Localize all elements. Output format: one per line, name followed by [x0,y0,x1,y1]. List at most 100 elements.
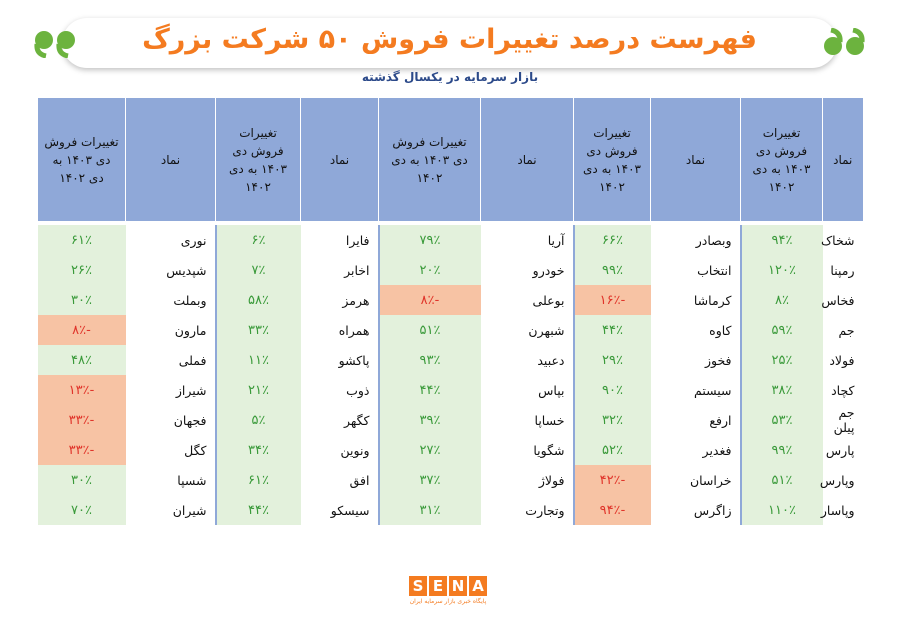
change-cell: ۹۰٪ [572,375,651,405]
change-cell: ۵۱٪ [377,315,481,345]
change-cell: -۸٪ [37,315,126,345]
change-cell: ۶۱٪ [214,465,301,495]
change-cell: ۳۰٪ [37,285,126,315]
symbol-cell: شیراز [175,382,207,398]
symbol-cell: وبملت [173,292,207,308]
change-cell: ۴۸٪ [37,345,126,375]
symbol-cell: کچاد [831,382,855,398]
change-cell: ۳۰٪ [37,465,126,495]
change-cell: ۱۱٪ [214,345,301,375]
change-cell: ۵٪ [214,405,301,435]
change-cell: -۳۳٪ [37,435,126,465]
symbol-cell: خراسان [689,472,732,488]
symbol-cell: خساپا [534,412,565,428]
title: فهرست درصد تغییرات فروش ۵۰ شرکت بزرگ [142,24,757,55]
change-cell: -۱۶٪ [572,285,651,315]
table-row: پارس ۹۹٪ فغدیر ۵۲٪ شگویا ۲۷٪ ونوین ۳۴٪ کگل -۳۳٪ [37,435,863,465]
table-row: وپارس ۵۱٪ خراسان -۴۲٪ فولاژ ۳۷٪ افق ۶۱٪ شسپا ۳۰٪ [37,465,863,495]
symbol-cell: فملی [178,352,207,368]
change-cell: -۴۲٪ [572,465,651,495]
symbol-cell: کاوه [709,322,732,338]
symbol-cell: فخاس [821,292,855,308]
change-cell: ۱۱۰٪ [739,495,823,525]
symbol-header: نماد [125,98,216,221]
symbol-cell: شگویا [533,442,565,458]
symbol-cell: فخوز [704,352,732,368]
change-header: تغییرات فروش دی ۱۴۰۳ به دی ۱۴۰۲ [37,98,126,221]
symbol-cell: شیران [172,502,207,518]
symbol-cell: اخابر [344,262,370,278]
symbol-cell: ذوب [346,382,370,398]
symbol-cell: فغدیر [702,442,732,458]
change-cell: ۴۴٪ [377,375,481,405]
change-cell: ۷۰٪ [37,495,126,525]
change-cell: ۳۷٪ [377,465,481,495]
symbol-cell: سیستم [694,382,732,398]
header-row: نماد تغییرات فروش دی ۱۴۰۳ به دی ۱۴۰۲ نماد ت… [37,98,863,221]
logo-letter: A [469,576,487,596]
table-row: جم پیلن ۵۳٪ ارفع ۳۲٪ خساپا ۳۹٪ کگهر ۵٪ فجهان -۳۳٪ [37,405,863,435]
change-header: تغییرات فروش دی ۱۴۰۳ به دی ۱۴۰۲ [740,98,823,221]
symbol-cell: افق [349,472,370,488]
symbol-cell: کرماشا [693,292,732,308]
change-cell: ۳۸٪ [739,375,823,405]
change-cell: ۶۶٪ [572,225,651,255]
symbol-cell: شسپا [177,472,207,488]
change-cell: ۹۹٪ [739,435,823,465]
symbol-cell: شخاک [820,232,855,248]
symbol-cell: انتخاب [697,262,732,278]
change-cell: ۳۱٪ [377,495,481,525]
change-cell: ۹۹٪ [572,255,651,285]
symbol-cell: وتجارت [525,502,565,518]
symbol-header: نماد [480,98,574,221]
change-cell: ۲۶٪ [37,255,126,285]
quote-mark [34,31,75,58]
symbol-cell: وپاسار [820,502,855,518]
symbol-cell: فجهان [173,412,207,428]
symbol-cell: کگهر [343,412,370,428]
symbol-cell: شبهرن [528,322,565,338]
change-cell: ۶۱٪ [37,225,126,255]
symbol-cell: زاگرس [693,502,732,518]
change-cell: ۳۹٪ [377,405,481,435]
symbol-cell: وپارس [819,472,855,488]
change-cell: ۳۴٪ [214,435,301,465]
change-cell: ۴۴٪ [572,315,651,345]
change-cell: ۲۷٪ [377,435,481,465]
symbol-cell: مارون [174,322,207,338]
change-cell: ۹۳٪ [377,345,481,375]
symbol-cell: فولاژ [538,472,565,488]
table-body: شخاک ۹۴٪ وبصادر ۶۶٪ آریا ۷۹٪ فایرا ۶٪ نوری ۶۱٪ رمپ… [37,221,863,525]
symbol-cell: فولاد [829,352,855,368]
symbol-cell: بوعلی [532,292,565,308]
change-cell: ۲۱٪ [214,375,301,405]
symbol-cell: جم پیلن [833,405,855,435]
symbol-cell: هرمز [342,292,370,308]
table-row: جم ۵۹٪ کاوه ۴۴٪ شبهرن ۵۱٪ همراه ۳۳٪ مارون -۸٪ [37,315,863,345]
change-header: تغییرات فروش دی ۱۴۰۳ به دی ۱۴۰۲ [215,98,301,221]
change-cell: ۲۰٪ [377,255,481,285]
symbol-cell: پارس [825,442,855,458]
change-cell: ۲۹٪ [572,345,651,375]
change-cell: ۵۲٪ [572,435,651,465]
change-cell: ۵۸٪ [214,285,301,315]
table-row: کچاد ۳۸٪ سیستم ۹۰٪ بپاس ۴۴٪ ذوب ۲۱٪ شیراز -۱۳٪ [37,375,863,405]
spacer-row [37,221,863,225]
table-row: فخاس ۸٪ کرماشا -۱۶٪ بوعلی -۸٪ هرمز ۵۸٪ وبملت ۳۰٪ [37,285,863,315]
subtitle: بازار سرمایه در یکسال گذشته [361,70,539,84]
logo-letter: S [409,576,427,596]
table-row: شخاک ۹۴٪ وبصادر ۶۶٪ آریا ۷۹٪ فایرا ۶٪ نوری ۶۱٪ [37,225,863,255]
symbol-cell: بپاس [538,382,565,398]
symbol-cell: دعبید [537,352,565,368]
change-cell: ۱۲۰٪ [739,255,823,285]
symbol-header: نماد [822,98,863,221]
logo-letter: E [429,576,447,596]
symbol-cell: رمپنا [830,262,855,278]
change-cell: ۳۳٪ [214,315,301,345]
symbol-cell: کگل [184,442,207,458]
change-cell: ۲۵٪ [739,345,823,375]
change-cell: -۱۳٪ [37,375,126,405]
symbol-cell: نوری [180,232,207,248]
